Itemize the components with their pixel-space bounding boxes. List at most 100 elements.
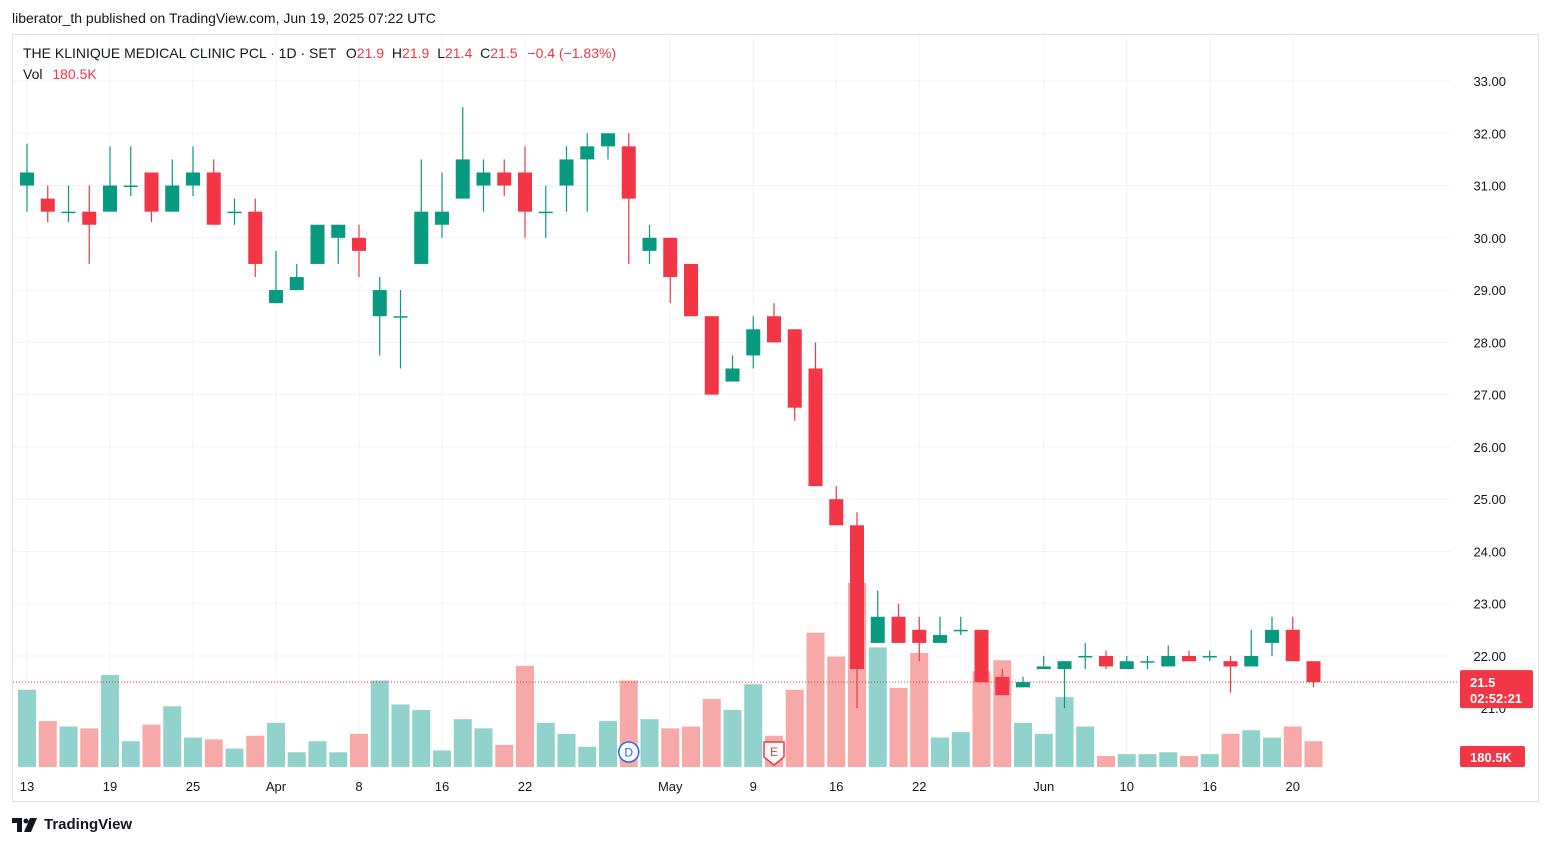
candle[interactable] [186,146,200,196]
candle[interactable] [580,133,595,212]
candle[interactable] [684,263,698,317]
candle[interactable] [1078,642,1093,670]
candle[interactable] [933,616,947,643]
candle[interactable] [435,172,449,238]
volume-bar [142,724,161,767]
candle[interactable] [767,303,781,343]
candle[interactable] [1202,650,1217,662]
candle[interactable] [1057,661,1072,709]
time-tick-label: 22 [518,779,532,794]
volume-bar [910,652,929,767]
symbol-title: THE KLINIQUE MEDICAL CLINIC PCL · 1D · S… [23,45,336,61]
candle[interactable] [1306,661,1321,688]
candle[interactable] [206,159,221,225]
volume-bar [121,741,140,767]
candle[interactable] [518,146,532,238]
symbol-legend: THE KLINIQUE MEDICAL CLINIC PCL · 1D · S… [23,45,616,61]
candle[interactable] [850,512,864,709]
price-tick-label: 26.00 [1473,440,1506,455]
candle[interactable] [538,185,553,238]
candle-body [601,133,615,147]
candle-body [435,211,449,225]
candle[interactable] [103,146,117,212]
candle[interactable] [227,198,242,225]
candle[interactable] [559,146,574,212]
candle[interactable] [1099,650,1113,670]
change-value: −0.4 (−1.83%) [527,45,617,61]
candle[interactable] [1244,629,1259,667]
candle[interactable] [269,250,283,304]
price-tick-label: 33.00 [1473,74,1506,89]
volume-bar [723,709,742,767]
candle[interactable] [372,277,387,356]
volume-bar [578,746,597,767]
earnings-marker-icon[interactable] [763,741,785,766]
candle[interactable] [352,224,366,278]
volume-bar [1304,741,1323,767]
candle[interactable] [642,224,657,264]
volume-bar [868,647,887,767]
volume-bar [433,750,451,767]
candle[interactable] [953,616,968,636]
candle[interactable] [621,133,636,264]
candle[interactable] [310,224,325,264]
candle-body [974,629,989,683]
price-axis[interactable]: 33.00 32.00 31.00 30.00 29.00 28.00 27.00 26.00… [1473,74,1506,716]
candle[interactable] [1016,676,1030,688]
candle[interactable] [497,159,512,196]
candle[interactable] [455,107,470,199]
candle[interactable] [829,486,844,526]
candle[interactable] [165,159,180,212]
candle-body [393,316,408,318]
candle[interactable] [123,146,138,196]
candle[interactable] [1285,616,1300,662]
candle[interactable] [248,198,263,278]
candle[interactable] [61,185,76,223]
candle-body [1057,661,1072,670]
candle[interactable] [601,133,615,160]
candle[interactable] [663,237,678,304]
candle[interactable] [995,669,1010,696]
candle[interactable] [974,629,989,683]
candle[interactable] [1161,645,1176,667]
candle[interactable] [1223,655,1238,693]
volume-bar [806,632,825,767]
tradingview-logo[interactable]: TradingView [12,816,132,833]
candle[interactable] [808,342,823,487]
candle[interactable] [144,172,159,223]
time-axis[interactable]: 13 19 25 Apr 8 16 22 May 9 16 22 Jun 10 16 20 [20,779,1300,794]
candle[interactable] [289,263,304,291]
candle[interactable] [704,316,719,395]
candle-body [310,224,325,264]
candle[interactable] [476,159,491,212]
candle[interactable] [331,224,346,264]
candle[interactable] [40,185,55,223]
candle[interactable] [1036,655,1051,670]
dividend-marker-icon[interactable] [618,741,640,763]
candle[interactable] [912,616,927,662]
candle[interactable] [82,185,97,264]
candle-body [414,211,429,264]
candle[interactable] [1119,655,1134,670]
candle[interactable] [414,159,429,264]
last-price-badge-value: 21.5 [1470,675,1495,690]
time-tick-label: May [658,779,683,794]
candle[interactable] [891,603,906,643]
time-tick-label: Apr [266,779,287,794]
volume-bar [599,721,617,767]
candle[interactable] [787,329,802,421]
candle[interactable] [1182,650,1196,662]
candle[interactable] [870,590,885,643]
candle-body [103,185,117,212]
candle[interactable] [746,316,761,369]
candle[interactable] [1265,616,1279,656]
candle[interactable] [725,355,740,382]
candle-body [372,290,387,317]
candle[interactable] [1140,655,1155,670]
candle[interactable] [20,143,34,212]
candle-body [912,629,927,643]
candle[interactable] [393,290,408,369]
volume-label: Vol [23,66,43,82]
